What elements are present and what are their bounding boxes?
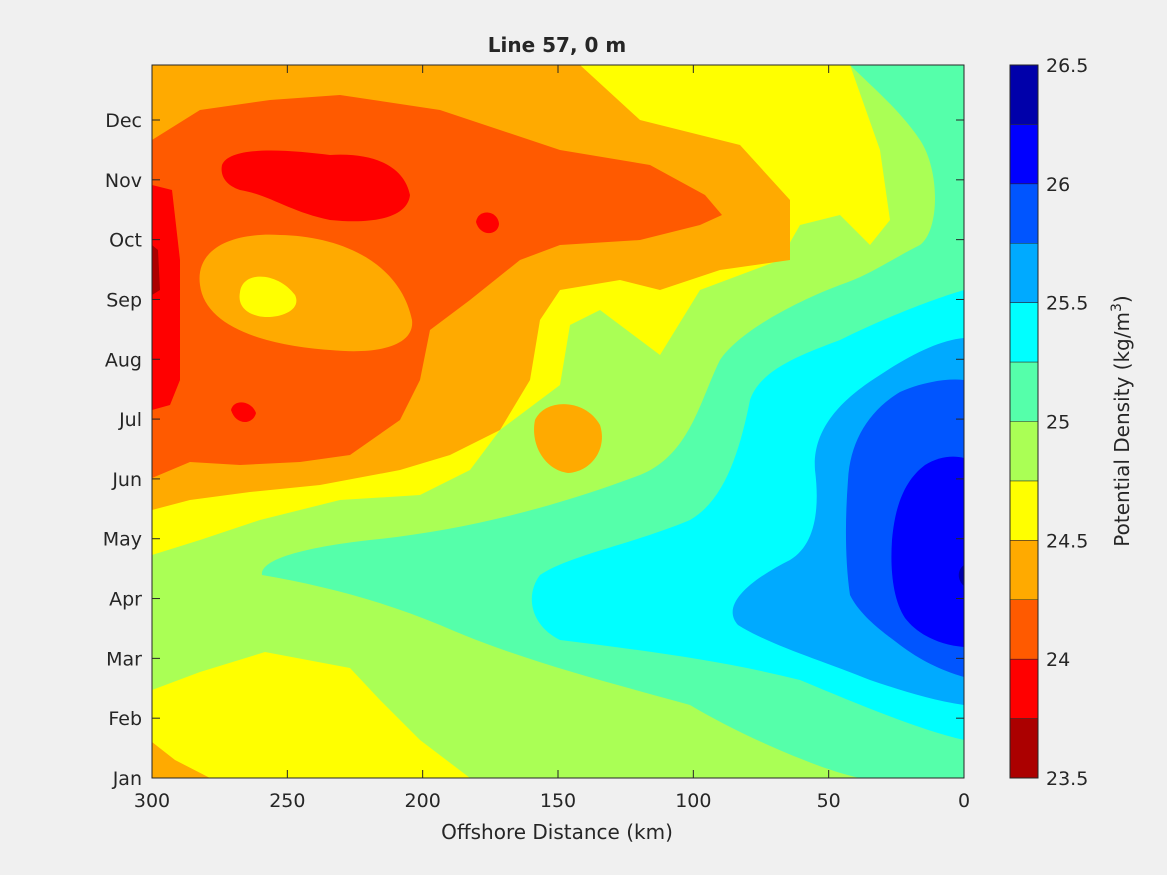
colorbar-swatch (1010, 599, 1038, 660)
colorbar-swatch (1010, 540, 1038, 600)
x-tick-label: 50 (817, 790, 841, 812)
y-tick-label: Mar (106, 648, 142, 670)
colorbar-tick-label: 23.5 (1046, 768, 1088, 790)
x-axis-label: Offshore Distance (km) (441, 820, 673, 844)
y-tick-label: Nov (105, 170, 142, 192)
x-tick-label: 150 (540, 790, 576, 812)
colorbar-label-sup: 3 (1109, 303, 1125, 312)
y-tick-label: Feb (108, 708, 142, 730)
contour-band-24.25-island (534, 404, 602, 473)
y-tick-label: Apr (109, 589, 142, 611)
colorbar-swatch (1010, 718, 1038, 778)
contour-fill-layer (152, 65, 964, 778)
colorbar-tick-label: 26.5 (1046, 55, 1088, 77)
colorbar: 23.5 24 24.5 25 25.5 26 26.5 (1009, 55, 1088, 790)
x-tick-label: 0 (958, 790, 970, 812)
colorbar-swatch (1010, 65, 1038, 125)
x-tick-label: 250 (269, 790, 305, 812)
y-tick-label: Jun (111, 469, 142, 491)
contour-band-24.5-inner (239, 276, 297, 318)
colorbar-swatch (1010, 302, 1038, 363)
colorbar-tick-label: 25.5 (1046, 293, 1088, 315)
colorbar-tick-label: 24 (1046, 649, 1070, 671)
y-tick-label: Dec (105, 110, 142, 132)
colorbar-label-end: ) (1110, 295, 1134, 303)
y-tick-label: May (103, 529, 142, 551)
contour-band-26.0 (891, 456, 964, 647)
x-tick-label: 200 (405, 790, 441, 812)
colorbar-tick-label: 25 (1046, 412, 1070, 434)
colorbar-swatch (1010, 124, 1038, 184)
contour-band-24.5-winter (152, 652, 470, 778)
contour-band-24.25-corner (152, 742, 210, 778)
colorbar-swatch (1010, 659, 1038, 719)
y-axis: Jan Feb Mar Apr May Jun Jul Aug Sep Oct Nov Dec (103, 110, 964, 790)
y-tick-label: Jan (112, 768, 142, 790)
x-tick-label: 300 (134, 790, 170, 812)
colorbar-label: Potential Density (kg/m3) (1109, 295, 1134, 546)
chart-title: Line 57, 0 m (488, 33, 626, 57)
y-tick-label: Sep (106, 289, 142, 311)
colorbar-swatch (1010, 183, 1038, 244)
colorbar-tick-label: 24.5 (1046, 530, 1088, 552)
colorbar-tick-label: 26 (1046, 174, 1070, 196)
contour-band-23.5-edge (152, 245, 160, 295)
contour-band-23.75-dot1 (476, 212, 499, 234)
contour-band-23.75-dot2 (231, 402, 256, 423)
contour-band-26.25-edge (958, 565, 964, 586)
colorbar-swatch (1010, 243, 1038, 303)
y-tick-label: Aug (105, 349, 142, 371)
contour-band-23.75-edge (152, 185, 180, 410)
y-tick-label: Jul (118, 409, 142, 431)
contour-band-23.75-main (221, 150, 410, 222)
y-tick-label: Oct (109, 230, 142, 252)
colorbar-label-main: Potential Density (kg/m (1110, 312, 1134, 547)
colorbar-swatch (1010, 480, 1038, 541)
contour-band-24.25-inner (199, 234, 413, 352)
colorbar-swatch (1010, 421, 1038, 481)
x-tick-label: 100 (675, 790, 711, 812)
x-axis: 300 250 200 150 100 50 0 (134, 65, 970, 812)
colorbar-swatch (1010, 362, 1038, 422)
